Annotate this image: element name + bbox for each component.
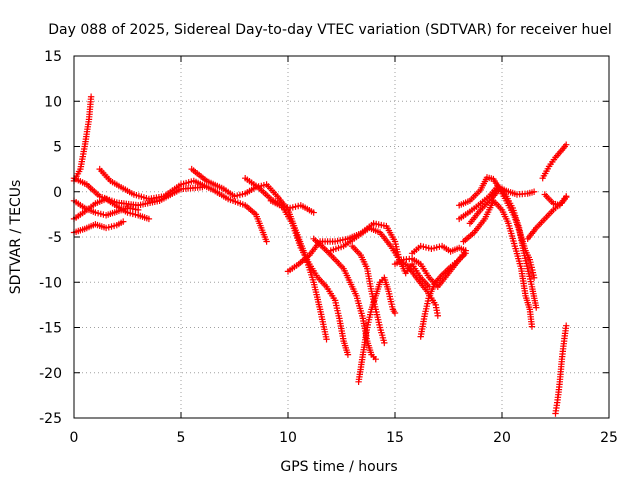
x-tick-label: 15 (386, 430, 404, 446)
series-s23 (541, 191, 570, 209)
chart-title: Day 088 of 2025, Sidereal Day-to-day VTE… (48, 22, 611, 38)
series-s19 (460, 197, 536, 330)
series-s3 (70, 197, 142, 219)
x-tick-label: 10 (279, 430, 297, 446)
data-point (563, 322, 570, 329)
data-point (530, 274, 538, 281)
data-point (391, 309, 399, 317)
data-point (310, 209, 317, 216)
data-point (563, 141, 570, 148)
series-s4 (70, 195, 153, 223)
data-point (530, 188, 538, 195)
series-s14 (355, 274, 399, 385)
series-s9 (267, 197, 317, 216)
x-tick-label: 25 (600, 430, 618, 446)
data-point (372, 355, 379, 363)
series-line (99, 168, 268, 242)
axis-ticks: 0 5 10 15 20 25 -25 -20 -15 -10 -5 0 5 10 15 (39, 49, 618, 446)
y-tick-label: -25 (39, 411, 62, 427)
data-point (323, 336, 330, 343)
series-s17 (417, 250, 469, 340)
data-point (145, 215, 153, 223)
data-point (135, 206, 142, 214)
x-axis-label: GPS time / hours (280, 459, 397, 475)
series-layer (70, 93, 570, 417)
series-s6 (96, 165, 270, 245)
data-point (381, 339, 388, 347)
data-point (344, 351, 352, 358)
series-s10 (284, 220, 441, 319)
x-tick-label: 0 (70, 430, 79, 446)
data-point (434, 312, 441, 319)
x-tick-label: 20 (493, 430, 511, 446)
data-point (87, 93, 95, 100)
data-point (120, 218, 127, 225)
series-s20 (456, 183, 538, 223)
y-tick-label: -5 (48, 230, 62, 246)
plot-frame (73, 55, 610, 419)
data-point (528, 323, 536, 330)
data-point (533, 304, 540, 311)
series-s21 (466, 184, 540, 311)
series-s25 (552, 322, 570, 417)
data-point (462, 250, 469, 257)
series-s16 (408, 242, 469, 257)
y-tick-label: -10 (39, 275, 62, 291)
data-point (263, 238, 270, 245)
y-axis-label: SDTVAR / TECUs (8, 180, 24, 295)
series-s7 (188, 165, 330, 343)
y-tick-label: -20 (39, 366, 62, 382)
y-tick-label: 0 (53, 185, 62, 201)
y-tick-label: 10 (44, 94, 62, 110)
series-s5 (70, 218, 127, 236)
x-tick-label: 5 (177, 430, 186, 446)
y-tick-label: 15 (44, 49, 62, 65)
series-s11 (327, 224, 433, 290)
y-tick-label: 5 (53, 140, 62, 156)
y-tick-label: -15 (39, 321, 62, 337)
data-point (563, 193, 570, 200)
series-line (419, 252, 467, 337)
series-s24 (539, 141, 570, 182)
